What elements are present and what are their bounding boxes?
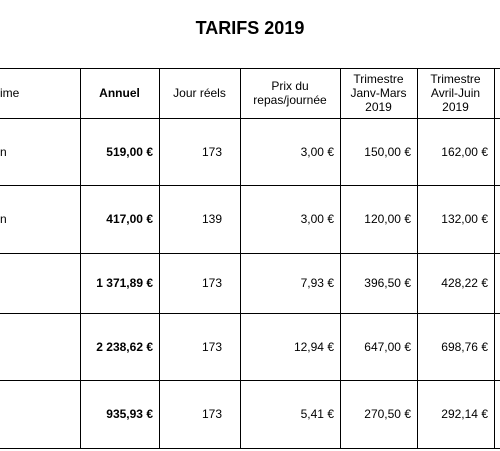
header-cell: Annuel xyxy=(99,86,140,100)
table-cell: 428,22 € xyxy=(441,276,488,290)
table-cell: 120,00 € xyxy=(364,212,411,226)
table-cell: 173 xyxy=(201,407,222,421)
table-cell: 3,00 € xyxy=(300,212,334,226)
table-cell: 519,00 € xyxy=(106,144,153,159)
header-cell: Jour réels xyxy=(173,86,226,100)
table-cell: 139 xyxy=(201,212,222,226)
table-cell: 150,00 € xyxy=(364,144,411,159)
table-cell: 162,00 € xyxy=(441,144,488,159)
row-border xyxy=(0,448,500,449)
column-border xyxy=(494,68,495,449)
title: TARIFS 2019 xyxy=(195,18,305,38)
table-cell: 698,76 € xyxy=(441,339,488,354)
header-cell: Trimestre Janv-Mars 2019 xyxy=(350,72,407,114)
table-cell: 935,93 € xyxy=(106,407,153,421)
header-cell: Prix du repas/journée xyxy=(253,79,327,107)
table-cell: 2 238,62 € xyxy=(96,339,153,354)
table-cell: 647,00 € xyxy=(364,339,411,354)
table-cell: 1 371,89 € xyxy=(96,276,153,290)
table-cell: 173 xyxy=(201,339,222,354)
header-cell: Trimestre Avril-Juin 2019 xyxy=(430,72,481,114)
column-border xyxy=(159,68,160,449)
column-border xyxy=(417,68,418,449)
table-cell: 12,94 € xyxy=(293,339,334,354)
row-label: n xyxy=(0,212,7,226)
table-cell: 132,00 € xyxy=(441,212,488,226)
table-cell: 3,00 € xyxy=(300,144,334,159)
column-border xyxy=(240,68,241,449)
row-border xyxy=(0,380,500,381)
row-border xyxy=(0,185,500,186)
column-border xyxy=(80,68,81,449)
column-border xyxy=(340,68,341,449)
row-border xyxy=(0,253,500,254)
table-cell: 417,00 € xyxy=(106,212,153,226)
table-cell: 7,93 € xyxy=(300,276,334,290)
table-cell: 173 xyxy=(201,276,222,290)
row-border xyxy=(0,118,500,119)
table-cell: 173 xyxy=(201,144,222,159)
row-label: n xyxy=(0,144,7,159)
header-cell: ime xyxy=(0,86,20,100)
table-cell: 270,50 € xyxy=(364,407,411,421)
row-border xyxy=(0,313,500,314)
row-border xyxy=(0,68,500,69)
table-cell: 292,14 € xyxy=(441,407,488,421)
table-cell: 5,41 € xyxy=(300,407,334,421)
table-cell: 396,50 € xyxy=(364,276,411,290)
